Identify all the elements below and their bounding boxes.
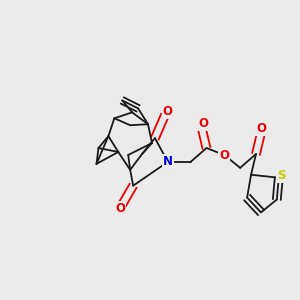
Text: O: O [115, 202, 125, 215]
Text: N: N [163, 155, 173, 168]
Text: O: O [199, 117, 208, 130]
Text: S: S [278, 169, 286, 182]
Text: O: O [163, 105, 173, 118]
Text: O: O [256, 122, 266, 135]
Text: O: O [219, 149, 229, 162]
